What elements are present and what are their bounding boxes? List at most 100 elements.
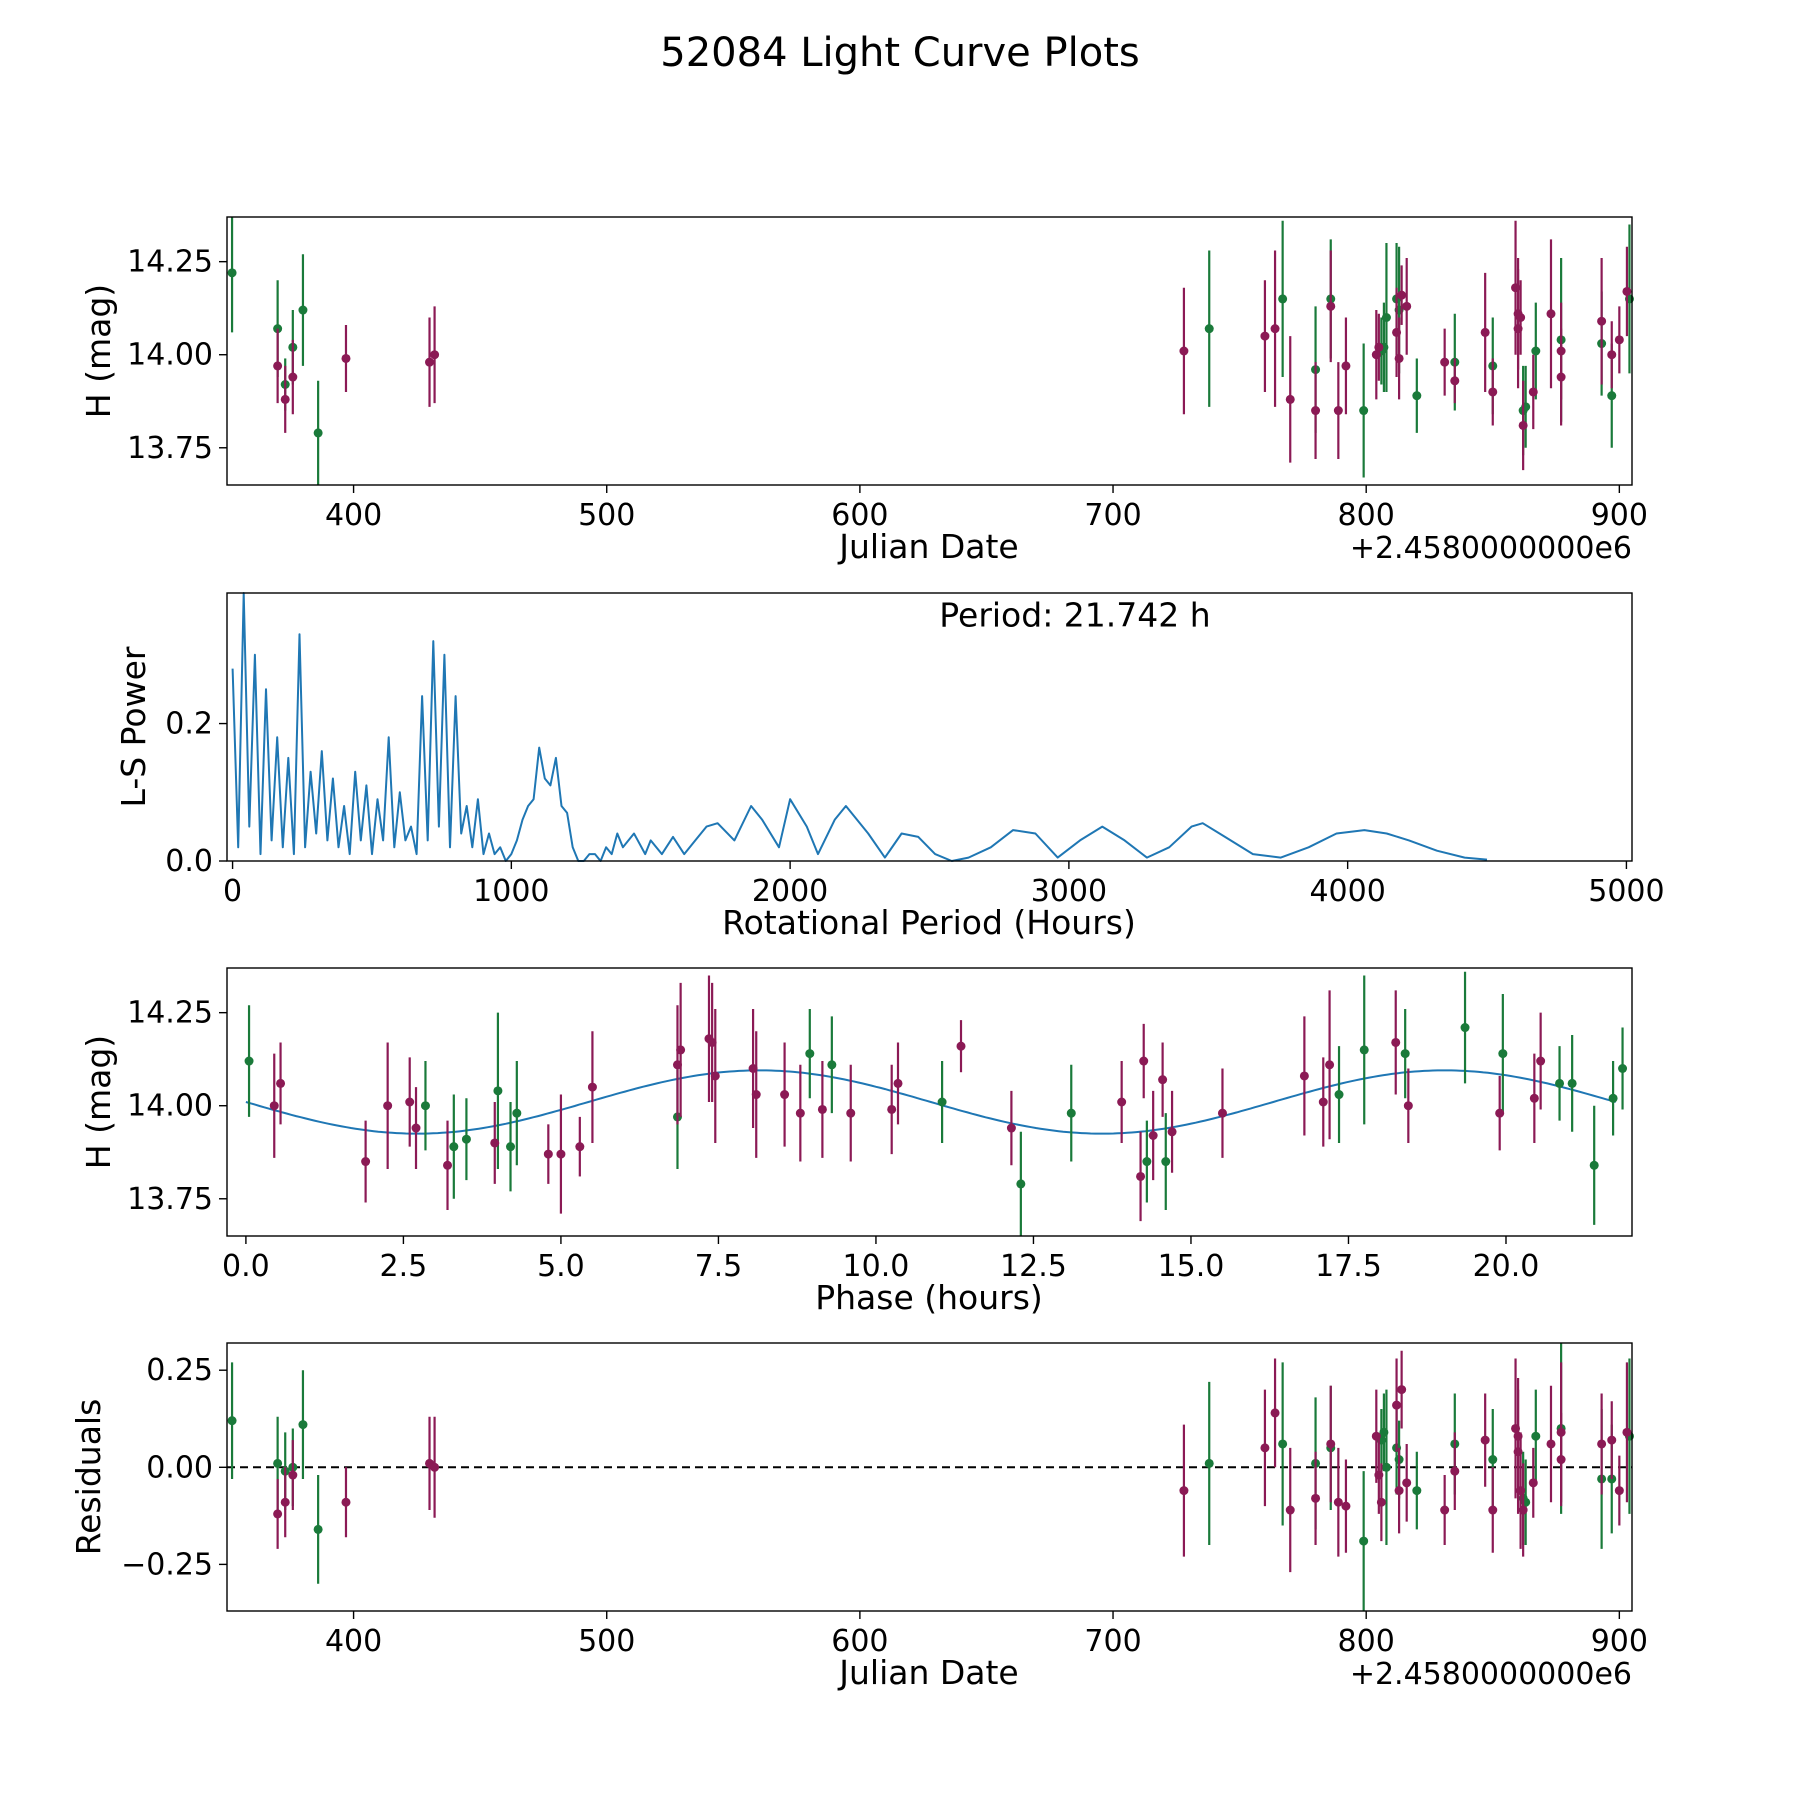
residuals-magenta-point (1397, 1385, 1407, 1395)
residuals-green-point (1359, 1536, 1369, 1546)
lightcurve-xtick-label: 600 (831, 498, 888, 533)
residuals-ylabel: Residuals (69, 1399, 108, 1556)
lightcurve-magenta-point (1480, 327, 1490, 337)
lightcurve-magenta-point (1450, 376, 1460, 386)
lightcurve-magenta-point (1597, 316, 1607, 326)
residuals-green-point (227, 1416, 237, 1426)
lightcurve-green-point (1204, 324, 1214, 334)
phased-magenta-point (1495, 1108, 1505, 1118)
lightcurve-xtick-label: 800 (1338, 498, 1395, 533)
phased-magenta-point (543, 1149, 553, 1159)
phased-ytick-label: 13.75 (127, 1182, 213, 1217)
lightcurve-green-point (227, 268, 237, 278)
residuals-xtick-label: 800 (1338, 1624, 1395, 1659)
phased-magenta-point (1136, 1171, 1146, 1181)
phased-green-point (506, 1142, 516, 1152)
phased-magenta-point (893, 1078, 903, 1088)
residuals-magenta-point (1341, 1501, 1351, 1511)
periodogram-xtick-label: 4000 (1309, 874, 1385, 909)
residuals-magenta-point (1556, 1427, 1566, 1437)
residuals-magenta-point (1311, 1493, 1321, 1503)
lightcurve-green-point (1607, 391, 1617, 401)
lightcurve-magenta-point (1488, 387, 1498, 397)
lightcurve-green-point (1359, 406, 1369, 416)
periodogram-marks (231, 592, 1488, 862)
periodogram-xlabel: Rotational Period (Hours) (722, 903, 1136, 942)
phased-green-point (1161, 1157, 1171, 1167)
phased-xlabel: Phase (hours) (815, 1278, 1043, 1317)
periodogram-series-line (231, 592, 1488, 862)
phased-green-point (1016, 1179, 1026, 1189)
periodogram-ylabel: L-S Power (114, 646, 153, 807)
lightcurve-magenta-point (1614, 335, 1624, 345)
phased-magenta-point (383, 1101, 393, 1111)
phased-magenta-point (780, 1090, 790, 1100)
residuals-magenta-point (1518, 1505, 1528, 1515)
lightcurve-green-point (313, 428, 323, 438)
residuals-magenta-point (430, 1462, 440, 1472)
phased-magenta-point (575, 1142, 585, 1152)
residuals-offset-label: +2.4580000000e6 (1350, 1657, 1632, 1692)
lightcurve-magenta-point (1333, 406, 1343, 416)
phased-marks (244, 971, 1628, 1236)
lightcurve-ytick-label: 13.75 (127, 431, 213, 466)
lightcurve-magenta-point (1179, 346, 1189, 356)
residuals-green-point (1412, 1486, 1422, 1496)
residuals-panel: 400 500 600 700 800 900 −0.25 0.00 0.25 Julian D… (69, 1342, 1648, 1692)
lightcurve-magenta-point (1518, 420, 1528, 430)
phased-magenta-point (1529, 1093, 1539, 1103)
residuals-magenta-point (1392, 1400, 1402, 1410)
lightcurve-panel: 400 500 600 700 800 900 13.75 14.00 14.25 Julian… (79, 216, 1648, 566)
phased-magenta-point (887, 1104, 897, 1114)
periodogram-axes-frame (226, 592, 1633, 862)
lightcurve-xtick-label: 900 (1591, 498, 1648, 533)
phased-xtick-label: 7.5 (695, 1249, 743, 1284)
phased-green-point (827, 1060, 837, 1070)
phased-magenta-point (846, 1108, 856, 1118)
phased-magenta-point (587, 1082, 597, 1092)
lightcurve-offset-label: +2.4580000000e6 (1350, 531, 1632, 566)
residuals-green-point (1381, 1462, 1391, 1472)
residuals-green-point (1204, 1458, 1214, 1468)
lightcurve-magenta-point (1341, 361, 1351, 371)
residuals-magenta-point (1597, 1439, 1607, 1449)
phased-xtick-label: 15.0 (1158, 1249, 1225, 1284)
residuals-green-point (273, 1458, 283, 1468)
residuals-magenta-point (341, 1497, 351, 1507)
phased-green-point (937, 1097, 947, 1107)
lightcurve-xtick-label: 400 (325, 498, 382, 533)
phased-magenta-point (1167, 1127, 1177, 1137)
phased-magenta-point (795, 1108, 805, 1118)
phased-magenta-point (1139, 1056, 1149, 1066)
phased-green-point (1359, 1045, 1369, 1055)
periodogram-ytick-label: 0.2 (165, 707, 213, 742)
phased-green-point (1334, 1090, 1344, 1100)
phased-magenta-point (276, 1078, 286, 1088)
lightcurve-magenta-point (1260, 331, 1270, 341)
lightcurve-xtick-label: 500 (578, 498, 635, 533)
lightcurve-magenta-point (430, 350, 440, 360)
lightcurve-green-point (1381, 313, 1391, 322)
periodogram-annotation: Period: 21.742 h (939, 596, 1210, 635)
phased-green-point (1608, 1093, 1618, 1103)
lightcurve-magenta-point (273, 361, 283, 371)
residuals-xtick-label: 400 (325, 1624, 382, 1659)
phased-green-point (449, 1142, 459, 1152)
periodogram-xtick-label: 1000 (473, 874, 549, 909)
residuals-xlabel: Julian Date (837, 1653, 1019, 1692)
lightcurve-magenta-point (1394, 353, 1404, 363)
residuals-magenta-point (1376, 1497, 1386, 1507)
lightcurve-magenta-point (1397, 290, 1407, 300)
phased-green-point (493, 1086, 503, 1096)
lightcurve-magenta-point (1440, 357, 1450, 367)
residuals-magenta-point (1528, 1478, 1538, 1488)
residuals-green-point (1531, 1431, 1541, 1441)
lightcurve-magenta-point (1528, 387, 1538, 397)
residuals-magenta-point (1480, 1435, 1490, 1445)
residuals-green-point (1278, 1439, 1288, 1449)
periodogram-xtick-label: 3000 (1031, 874, 1107, 909)
phased-magenta-point (1299, 1071, 1309, 1081)
phased-magenta-point (751, 1090, 761, 1100)
phased-magenta-point (556, 1149, 566, 1159)
